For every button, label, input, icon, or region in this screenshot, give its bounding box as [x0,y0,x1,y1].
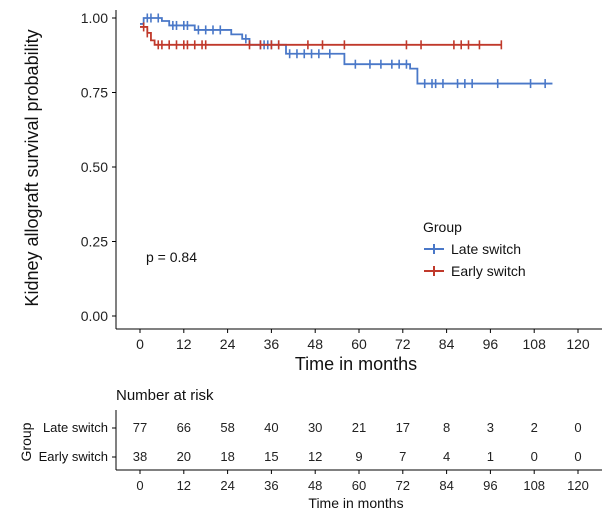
x-tick-label: 24 [220,336,236,352]
x-tick-label: 72 [395,336,411,352]
risk-x-tick-label: 72 [396,478,410,493]
survival-plot: Kidney allograft survival probability 0.… [22,10,602,374]
risk-cell: 38 [133,449,147,464]
risk-row-label-late: Late switch [43,420,108,435]
risk-cell: 9 [355,449,362,464]
risk-x-tick-label: 120 [567,478,589,493]
x-tick-label: 48 [307,336,323,352]
y-tick-label: 0.00 [81,308,108,324]
y-tick-label: 0.25 [81,234,108,250]
risk-cell: 18 [220,449,234,464]
risk-x-tick-label: 96 [483,478,497,493]
risk-x-tick-label: 0 [136,478,143,493]
risk-cell: 30 [308,420,322,435]
risk-table: Number at risk Group Late switch Early s… [18,387,602,511]
risk-cell: 0 [531,449,538,464]
risk-cell: 17 [396,420,410,435]
risk-x-tick-label: 84 [439,478,453,493]
risk-cell: 77 [133,420,147,435]
legend: Group Late switch Early switch [423,219,526,279]
risk-x-tick-label: 12 [177,478,191,493]
y-axis-ticks: 0.00 0.25 0.50 0.75 1.00 [81,10,116,324]
series-layer [140,13,553,89]
risk-cell: 12 [308,449,322,464]
risk-cell: 66 [177,420,191,435]
risk-cell: 21 [352,420,366,435]
y-tick-label: 1.00 [81,10,108,26]
risk-cell: 8 [443,420,450,435]
series-line-early-switch [140,26,502,46]
risk-cell: 7 [399,449,406,464]
legend-title: Group [423,219,462,235]
x-tick-label: 12 [176,336,192,352]
risk-cell: 15 [264,449,278,464]
x-tick-label: 120 [566,336,590,352]
risk-x-tick-label: 108 [523,478,545,493]
risk-cell: 58 [220,420,234,435]
x-tick-label: 84 [439,336,455,352]
risk-table-x-ticks: 0 12 24 36 48 60 72 84 96 108 120 [136,470,589,493]
y-axis-title: Kidney allograft survival probability [22,29,42,306]
risk-table-title: Number at risk [116,387,214,404]
x-tick-label: 96 [483,336,499,352]
risk-row-label-early: Early switch [39,449,108,464]
y-tick-label: 0.75 [81,85,108,101]
p-value-annotation: p = 0.84 [146,249,197,265]
risk-cell: 40 [264,420,278,435]
risk-cell: 3 [487,420,494,435]
risk-cell: 0 [574,420,581,435]
risk-cell: 0 [574,449,581,464]
x-tick-label: 60 [351,336,367,352]
risk-cell: 20 [177,449,191,464]
legend-label-late: Late switch [451,241,521,257]
risk-x-tick-label: 48 [308,478,322,493]
x-tick-label: 36 [264,336,280,352]
x-tick-label: 0 [136,336,144,352]
y-tick-label: 0.50 [81,159,108,175]
risk-x-tick-label: 36 [264,478,278,493]
risk-x-tick-label: 60 [352,478,366,493]
risk-cell: 4 [443,449,450,464]
x-axis-title: Time in months [295,354,417,374]
risk-x-tick-label: 24 [220,478,234,493]
risk-table-group-label: Group [18,422,34,461]
series-line-late-switch [140,17,553,85]
risk-cell: 2 [531,420,538,435]
risk-table-x-title: Time in months [308,495,403,511]
risk-cell: 1 [487,449,494,464]
x-axis-ticks: 0 12 24 36 48 60 72 84 96 108 120 [136,329,590,352]
legend-label-early: Early switch [451,263,526,279]
risk-table-cells: 77 66 58 40 30 21 17 8 3 2 038 20 18 15 12 9 7 4 1 0 0 [133,420,582,464]
x-tick-label: 108 [523,336,547,352]
